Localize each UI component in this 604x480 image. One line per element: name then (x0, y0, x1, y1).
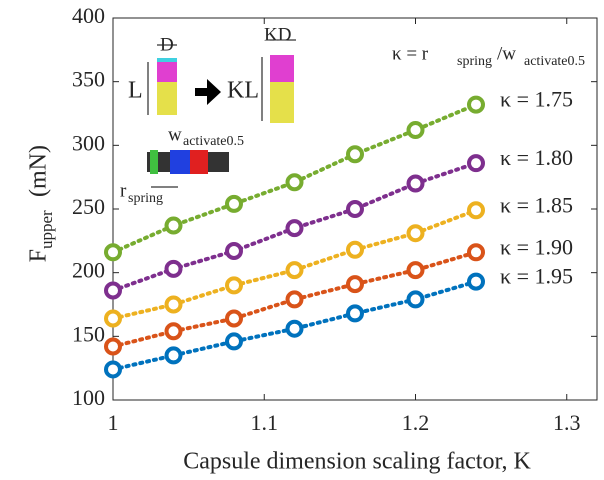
series-label: κ = 1.90 (500, 234, 573, 259)
data-point (285, 173, 304, 192)
data-point (104, 309, 122, 328)
data-point (346, 200, 364, 218)
data-point (467, 272, 485, 291)
inset-label: r (120, 180, 127, 201)
spring-part (190, 150, 208, 174)
data-point (225, 194, 243, 213)
y-label-main: F (26, 249, 52, 262)
inset-label: L (128, 78, 143, 104)
y-tick-label: 400 (72, 3, 105, 28)
y-label-unit: (mN) (26, 145, 52, 197)
capsule-top (270, 55, 294, 82)
data-point (164, 216, 183, 235)
data-point (285, 290, 304, 309)
series-label: κ = 1.95 (500, 264, 573, 289)
data-point (225, 242, 243, 261)
formula-mid: /w (497, 43, 516, 64)
x-tick-label: 1.3 (553, 410, 581, 435)
y-axis-label: F upper (mN) (26, 145, 56, 262)
inset-label: KL (227, 78, 259, 104)
data-point (467, 95, 485, 114)
data-point (467, 154, 485, 173)
data-point (285, 319, 304, 338)
y-tick-label: 350 (72, 67, 105, 92)
data-point (406, 224, 425, 243)
data-point (104, 337, 122, 356)
data-point (346, 240, 364, 259)
spring-part (150, 150, 158, 174)
data-point (285, 219, 304, 238)
x-tick-label: 1.2 (402, 410, 430, 435)
data-point (164, 259, 183, 278)
y-tick-label: 200 (72, 258, 105, 283)
y-tick-label: 300 (72, 130, 105, 155)
formula: κ = r spring /w activate0.5 (392, 43, 585, 69)
formula-sub: activate0.5 (524, 54, 585, 69)
capsule-top (157, 60, 177, 82)
data-point (467, 201, 485, 220)
data-point (406, 261, 425, 280)
inset-label: w (168, 124, 182, 145)
data-point (406, 121, 425, 140)
capsule-cap (157, 58, 177, 62)
data-point (406, 290, 425, 309)
arrow (195, 79, 221, 105)
inset-diagram: D L KL KD w activate0.5 r spring (120, 24, 296, 206)
y-tick-label: 150 (72, 321, 105, 346)
data-point (104, 243, 122, 262)
data-point (285, 261, 304, 280)
y-tick-label: 250 (72, 194, 105, 219)
data-point (346, 304, 364, 323)
data-point (164, 295, 183, 314)
x-tick-label: 1.1 (251, 410, 279, 435)
data-point (346, 275, 364, 294)
series-label: κ = 1.75 (500, 87, 573, 112)
x-tick-label: 1 (108, 410, 119, 435)
y-tick-label: 100 (72, 385, 105, 410)
data-point (164, 346, 183, 365)
data-point (406, 174, 425, 193)
inset-label: D (160, 34, 174, 55)
data-point (164, 322, 183, 341)
data-point (104, 360, 122, 379)
series-label: κ = 1.80 (500, 145, 573, 170)
inset-label: KD (264, 24, 291, 45)
data-point (467, 243, 485, 262)
data-point (104, 281, 122, 300)
inset-label: spring (128, 191, 163, 206)
data-point (346, 145, 364, 164)
formula-lhs: κ = r (392, 43, 429, 64)
x-axis-label: Capsule dimension scaling factor, K (183, 449, 531, 475)
formula-sub: spring (457, 54, 492, 69)
data-point (225, 332, 243, 351)
spring-part (170, 150, 190, 174)
y-label-sub: upper (37, 210, 56, 249)
data-point (225, 276, 243, 295)
data-point (225, 309, 243, 328)
series-label: κ = 1.85 (500, 192, 573, 217)
inset-label: activate0.5 (183, 134, 244, 149)
